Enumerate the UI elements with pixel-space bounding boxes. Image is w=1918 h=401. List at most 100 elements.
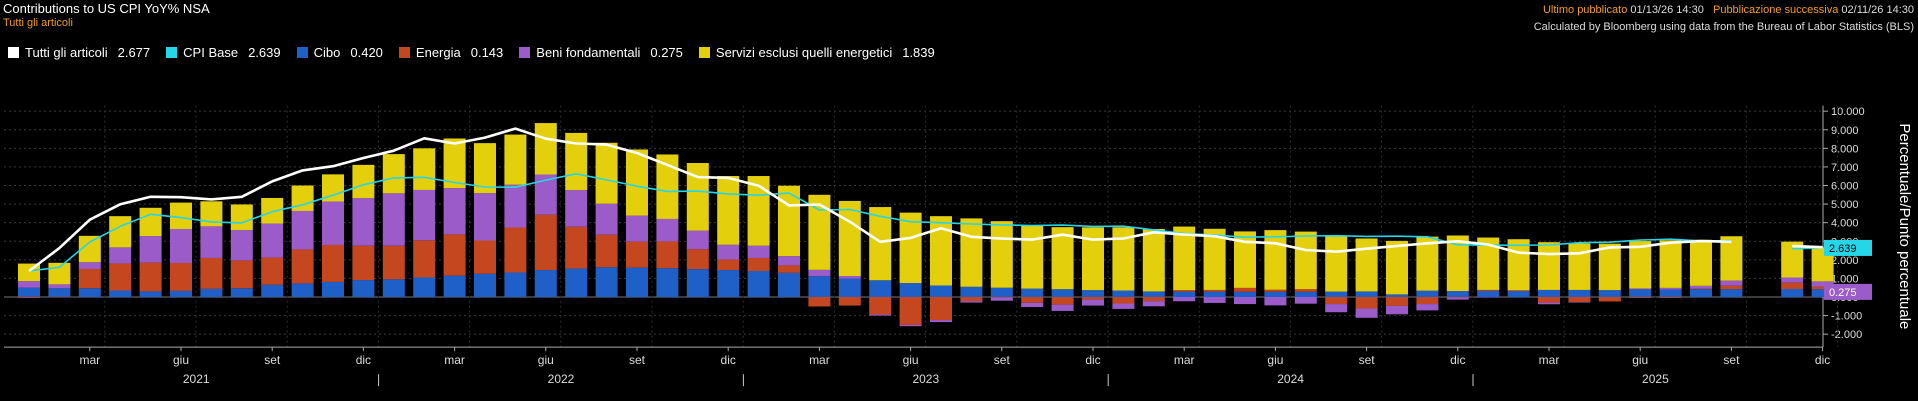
bar-segment [1112, 303, 1135, 309]
bar-segment [990, 221, 1013, 288]
y-tick-label: 5.000 [1831, 199, 1859, 211]
bar-segment [382, 154, 405, 194]
bar-segment [78, 262, 101, 269]
bar-segment [261, 257, 284, 285]
bar-segment [1112, 297, 1135, 304]
bar-segment [838, 276, 861, 279]
y-tick-label: 2.000 [1831, 255, 1859, 267]
bar-segment [352, 245, 375, 281]
bar-segment [109, 247, 132, 264]
bar-segment [838, 278, 861, 297]
bar-segment [930, 216, 952, 286]
y-tick-label: 9.000 [1831, 125, 1859, 137]
legend-value: 2.677 [117, 45, 151, 60]
legend-label: CPI Base [183, 45, 239, 60]
legend-label: Cibo [313, 45, 341, 60]
bar-segment [78, 268, 101, 289]
bar-segment [686, 163, 709, 231]
legend-item-all-items[interactable]: Tutti gli articoli 2.677 [8, 45, 150, 60]
bar-segment [626, 267, 648, 297]
x-tick-label: set [1359, 353, 1376, 367]
bar-segment [352, 198, 375, 246]
legend-item-energy[interactable]: Energia 0.143 [398, 45, 504, 60]
bar-segment [869, 207, 892, 281]
bar-segment [1781, 289, 1804, 297]
bar-segment [200, 226, 223, 258]
bar-segment [261, 223, 284, 258]
bar-segment [78, 288, 101, 297]
legend-item-food[interactable]: Cibo 0.420 [296, 45, 383, 60]
bar-segment [1234, 231, 1256, 288]
bar-segment [1568, 297, 1591, 303]
bar-segment [656, 218, 679, 242]
bar-segment [717, 176, 740, 245]
bar-segment [565, 268, 588, 297]
bar-segment [869, 297, 892, 315]
bar-segment [1173, 226, 1196, 291]
x-year-label: 2021 [183, 372, 210, 386]
legend-item-core-cpi[interactable]: CPI Base 2.639 [166, 45, 281, 60]
legend-swatch [398, 47, 410, 58]
bar-segment [1142, 297, 1165, 302]
bar-segment [382, 245, 405, 280]
bar-segment [1051, 297, 1074, 305]
bar-segment [261, 284, 284, 297]
bar-segment [413, 189, 436, 241]
bar-segment [1446, 235, 1469, 292]
bar-segment [1325, 235, 1348, 292]
bar-segment [230, 204, 253, 231]
bar-segment [139, 236, 162, 263]
x-tick-label: set [994, 353, 1011, 367]
legend-swatch [519, 47, 531, 58]
bar-segment [413, 148, 436, 190]
bar-segment [1416, 236, 1439, 291]
bar-segment [838, 200, 861, 277]
bar-segment [1355, 238, 1378, 292]
bar-segment [443, 188, 466, 235]
bar-segment [1659, 297, 1682, 298]
bar-segment [1416, 290, 1439, 297]
bar-segment [1386, 305, 1408, 315]
chart-legend: Tutti gli articoli 2.677 CPI Base 2.639 … [8, 45, 935, 60]
bar-segment [1203, 228, 1226, 290]
x-tick-label: dic [1085, 353, 1100, 367]
legend-label: Tutti gli articoli [25, 45, 108, 60]
bar-segment [1477, 289, 1500, 291]
bar-segment [1234, 287, 1256, 292]
bar-segment [1112, 227, 1135, 291]
legend-value: 0.420 [350, 45, 383, 60]
right-value-text: 2.639 [1829, 243, 1857, 255]
bar-segment [1629, 241, 1652, 289]
legend-item-core-goods[interactable]: Beni fondamentali 0.275 [519, 45, 683, 60]
bar-segment [1720, 236, 1743, 281]
bar-segment [717, 259, 740, 271]
bar-segment [747, 176, 770, 246]
legend-value: 0.143 [470, 45, 504, 60]
legend-item-services[interactable]: Servizi esclusi quelli energetici 1.839 [698, 45, 935, 60]
x-tick-label: set [264, 353, 281, 367]
bar-segment [1294, 297, 1317, 304]
bar-segment [534, 270, 557, 297]
publication-info: Ultimo pubblicato 01/13/26 14:30 Pubblic… [1534, 2, 1914, 36]
bar-segment [322, 281, 344, 297]
bar-segment [626, 149, 648, 216]
bar-segment [1781, 241, 1804, 278]
bar-segment [1021, 302, 1044, 308]
bar-segment [48, 262, 71, 285]
x-tick-label: giu [538, 353, 554, 367]
bar-segment [1811, 286, 1834, 290]
legend-swatch [698, 47, 710, 58]
cpi-contributions-chart: -2.000-1.0000.0001.0002.0003.0004.0005.0… [4, 60, 1913, 387]
right-value-tag [1824, 283, 1872, 300]
bar-segment [747, 245, 770, 258]
bar-segment [1446, 297, 1469, 300]
bar-segment [170, 290, 192, 297]
bar-segment [626, 241, 648, 268]
bar-segment [1203, 297, 1226, 303]
legend-swatch [296, 47, 308, 58]
y-tick-label: 7.000 [1831, 162, 1859, 174]
bar-segment [1294, 289, 1317, 292]
bar-segment [1355, 308, 1378, 318]
bar-segment [656, 241, 679, 269]
bar-segment [1659, 240, 1682, 288]
